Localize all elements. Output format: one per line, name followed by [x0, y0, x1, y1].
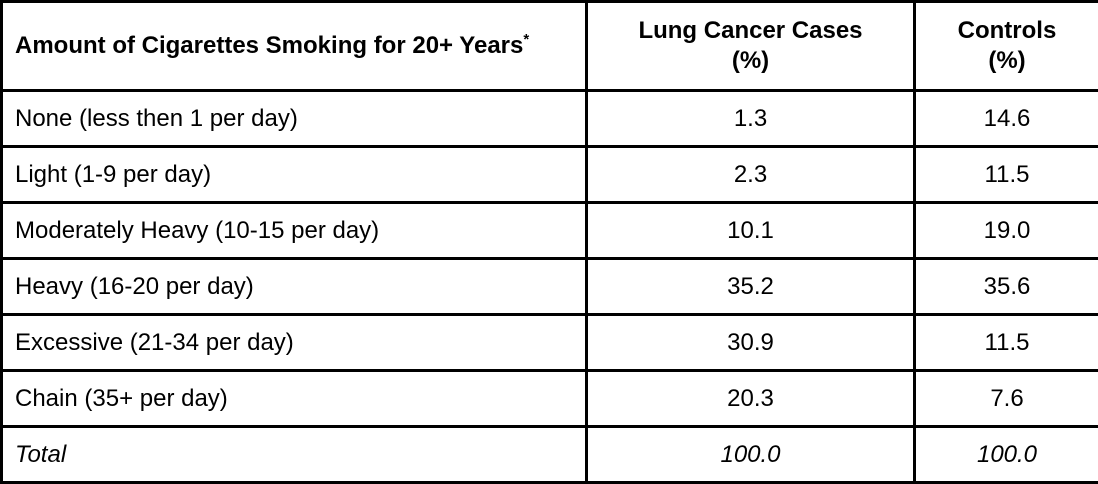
cases-value-cell: 20.3 — [587, 371, 915, 427]
category-cell: Heavy (16-20 per day) — [2, 259, 587, 315]
cases-value-cell: 30.9 — [587, 315, 915, 371]
cases-value-cell: 2.3 — [587, 147, 915, 203]
header-controls-label: Controls — [917, 16, 1097, 46]
total-label-cell: Total — [2, 427, 587, 483]
table-row-total: Total 100.0 100.0 — [2, 427, 1098, 483]
table-row-excessive: Excessive (21-34 per day) 30.9 11.5 — [2, 315, 1098, 371]
category-cell: Excessive (21-34 per day) — [2, 315, 587, 371]
table-row-none: None (less then 1 per day) 1.3 14.6 — [2, 91, 1098, 147]
controls-value-cell: 19.0 — [915, 203, 1098, 259]
category-cell: Moderately Heavy (10-15 per day) — [2, 203, 587, 259]
cases-value-cell: 10.1 — [587, 203, 915, 259]
category-cell: None (less then 1 per day) — [2, 91, 587, 147]
category-cell: Light (1-9 per day) — [2, 147, 587, 203]
header-cases-unit: (%) — [589, 46, 912, 76]
table-row-moderately-heavy: Moderately Heavy (10-15 per day) 10.1 19… — [2, 203, 1098, 259]
header-amount-label: Amount of Cigarettes Smoking for 20+ Yea… — [15, 32, 523, 59]
cases-value-cell: 35.2 — [587, 259, 915, 315]
cases-value-cell: 1.3 — [587, 91, 915, 147]
footnote-asterisk: * — [523, 31, 529, 48]
header-amount-of-cigarettes: Amount of Cigarettes Smoking for 20+ Yea… — [2, 2, 587, 91]
header-lung-cancer-cases: Lung Cancer Cases (%) — [587, 2, 915, 91]
total-cases-cell: 100.0 — [587, 427, 915, 483]
table-row-chain: Chain (35+ per day) 20.3 7.6 — [2, 371, 1098, 427]
header-cases-label: Lung Cancer Cases — [589, 16, 912, 46]
header-row: Amount of Cigarettes Smoking for 20+ Yea… — [2, 2, 1098, 91]
total-controls-cell: 100.0 — [915, 427, 1098, 483]
controls-value-cell: 11.5 — [915, 315, 1098, 371]
controls-value-cell: 35.6 — [915, 259, 1098, 315]
header-controls-unit: (%) — [917, 46, 1097, 76]
controls-value-cell: 7.6 — [915, 371, 1098, 427]
table-row-light: Light (1-9 per day) 2.3 11.5 — [2, 147, 1098, 203]
category-cell: Chain (35+ per day) — [2, 371, 587, 427]
header-controls: Controls (%) — [915, 2, 1098, 91]
table-row-heavy: Heavy (16-20 per day) 35.2 35.6 — [2, 259, 1098, 315]
controls-value-cell: 11.5 — [915, 147, 1098, 203]
controls-value-cell: 14.6 — [915, 91, 1098, 147]
